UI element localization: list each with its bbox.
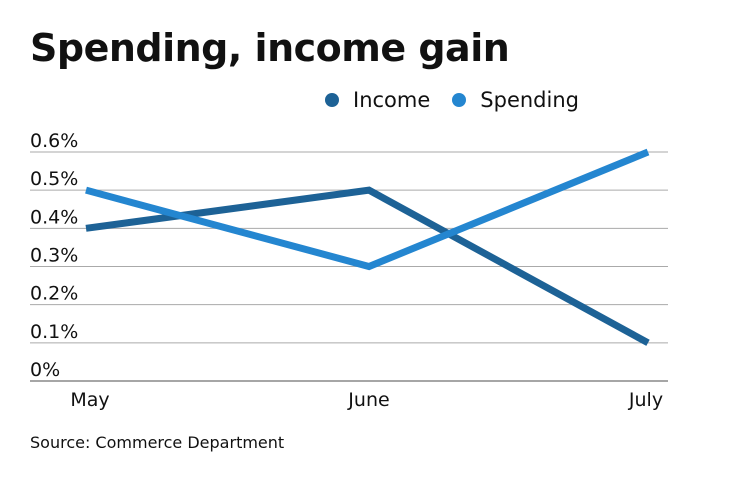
legend: Income Spending bbox=[325, 88, 601, 112]
source-note: Source: Commerce Department bbox=[30, 433, 285, 452]
x-tick-label: July bbox=[628, 389, 663, 411]
y-tick-label: 0.5% bbox=[30, 168, 78, 190]
legend-marker-income bbox=[325, 93, 339, 107]
x-tick-label: May bbox=[70, 389, 109, 411]
legend-label-income: Income bbox=[353, 88, 431, 112]
y-tick-label: 0% bbox=[30, 359, 60, 381]
legend-label-spending: Spending bbox=[480, 88, 579, 112]
chart-title: Spending, income gain bbox=[30, 26, 510, 70]
y-tick-label: 0.4% bbox=[30, 206, 78, 228]
y-tick-label: 0.6% bbox=[30, 130, 78, 152]
legend-item-income: Income bbox=[325, 88, 430, 112]
y-tick-label: 0.3% bbox=[30, 245, 78, 267]
x-tick-label: June bbox=[347, 389, 389, 411]
y-tick-label: 0.2% bbox=[30, 283, 78, 305]
y-tick-label: 0.1% bbox=[30, 321, 78, 343]
legend-item-spending: Spending bbox=[452, 88, 579, 112]
series-line-spending bbox=[85, 148, 650, 271]
legend-marker-spending bbox=[452, 93, 467, 107]
